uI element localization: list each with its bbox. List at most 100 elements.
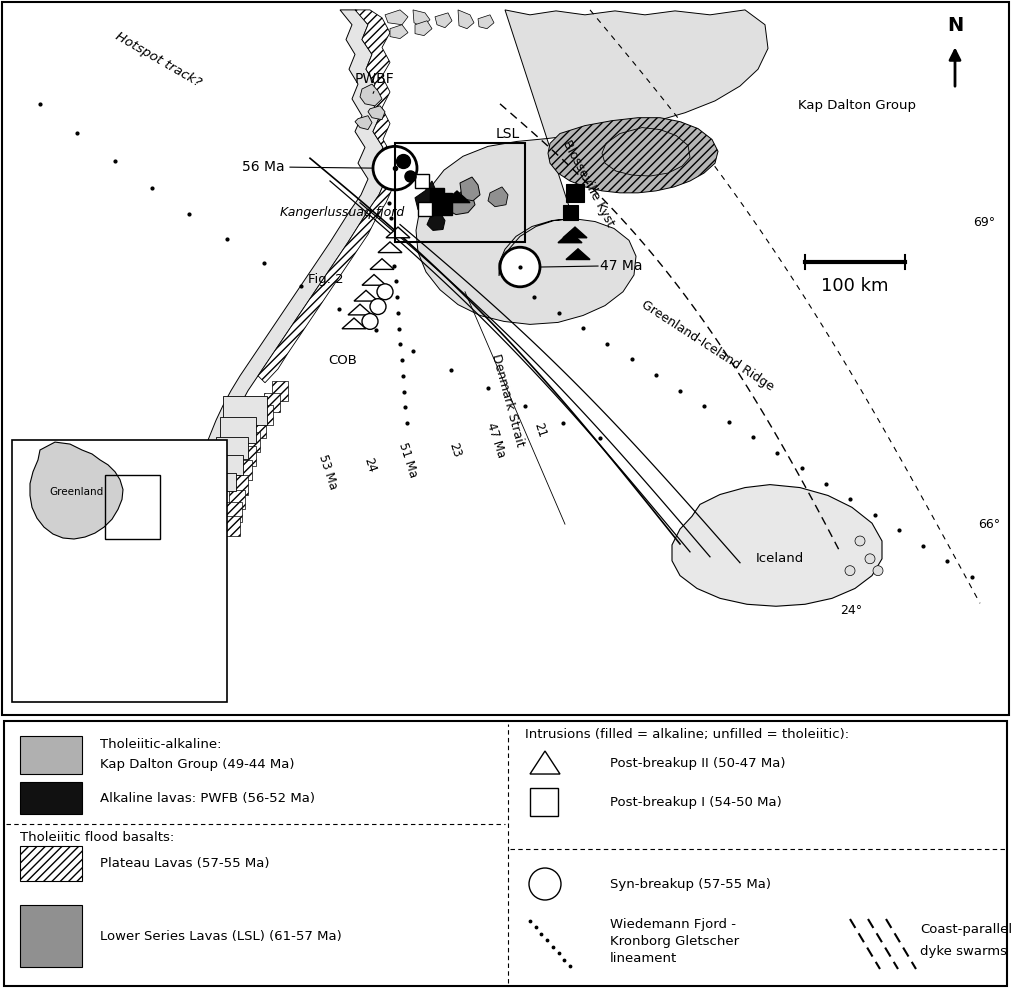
Text: Tholeiitic-alkaline:: Tholeiitic-alkaline: xyxy=(100,738,221,751)
Polygon shape xyxy=(530,751,560,774)
Circle shape xyxy=(865,554,875,564)
Circle shape xyxy=(845,566,855,576)
Text: Intrusions (filled = alkaline; unfilled = tholeiitic):: Intrusions (filled = alkaline; unfilled … xyxy=(525,728,849,741)
Text: Fig. 2: Fig. 2 xyxy=(308,273,344,287)
Polygon shape xyxy=(223,396,267,425)
Polygon shape xyxy=(258,10,393,383)
Polygon shape xyxy=(30,442,123,539)
Polygon shape xyxy=(488,187,508,207)
Polygon shape xyxy=(460,177,480,201)
Polygon shape xyxy=(548,118,718,193)
Polygon shape xyxy=(672,485,882,606)
Bar xyxy=(20,736,82,774)
Bar xyxy=(530,788,558,816)
Text: Lower Series Lavas (LSL) (61-57 Ma): Lower Series Lavas (LSL) (61-57 Ma) xyxy=(100,930,342,943)
Text: 23: 23 xyxy=(447,441,463,459)
Polygon shape xyxy=(386,227,410,237)
Text: Tholeiitic flood basalts:: Tholeiitic flood basalts: xyxy=(20,831,174,844)
Bar xyxy=(20,846,82,881)
Text: COB: COB xyxy=(328,354,357,368)
Circle shape xyxy=(373,146,417,190)
Polygon shape xyxy=(240,446,256,466)
Polygon shape xyxy=(226,502,242,522)
Text: 69°: 69° xyxy=(973,216,995,229)
Text: 24: 24 xyxy=(362,456,378,474)
Circle shape xyxy=(370,299,386,315)
Polygon shape xyxy=(342,318,366,328)
Polygon shape xyxy=(368,106,385,120)
Text: Greenland-Iceland Ridge: Greenland-Iceland Ridge xyxy=(639,299,776,394)
Polygon shape xyxy=(354,291,378,301)
Circle shape xyxy=(362,314,378,329)
Polygon shape xyxy=(244,432,260,452)
Polygon shape xyxy=(415,181,448,215)
Text: 47 Ma: 47 Ma xyxy=(484,421,508,459)
Text: Iceland: Iceland xyxy=(756,552,804,566)
Text: Post-breakup I (54-50 Ma): Post-breakup I (54-50 Ma) xyxy=(610,795,782,809)
Bar xyxy=(105,475,160,539)
Polygon shape xyxy=(444,191,470,203)
Text: 24°: 24° xyxy=(840,603,862,617)
Polygon shape xyxy=(458,10,474,29)
Polygon shape xyxy=(229,490,245,509)
Polygon shape xyxy=(563,227,587,237)
Polygon shape xyxy=(566,249,590,259)
Text: Plateau Lavas (57-55 Ma): Plateau Lavas (57-55 Ma) xyxy=(100,856,270,869)
Polygon shape xyxy=(348,305,372,315)
Text: Syn-breakup (57-55 Ma): Syn-breakup (57-55 Ma) xyxy=(610,877,771,890)
Polygon shape xyxy=(447,188,475,215)
Text: 21: 21 xyxy=(532,421,549,439)
Polygon shape xyxy=(416,10,768,324)
Polygon shape xyxy=(264,393,280,412)
Polygon shape xyxy=(362,275,386,285)
Polygon shape xyxy=(370,259,394,269)
Polygon shape xyxy=(390,25,408,39)
Text: LSL: LSL xyxy=(495,128,520,141)
Polygon shape xyxy=(250,418,266,438)
Text: Post-breakup II (50-47 Ma): Post-breakup II (50-47 Ma) xyxy=(610,757,786,769)
Polygon shape xyxy=(435,13,452,28)
Polygon shape xyxy=(378,242,402,252)
Polygon shape xyxy=(415,21,432,36)
Polygon shape xyxy=(236,460,252,480)
Polygon shape xyxy=(272,381,288,401)
Polygon shape xyxy=(232,475,248,494)
Text: Kangerlussuaq fjord: Kangerlussuaq fjord xyxy=(280,206,404,220)
Text: Hotspot track?: Hotspot track? xyxy=(113,30,203,89)
Bar xyxy=(415,174,429,188)
Text: dyke swarms: dyke swarms xyxy=(920,944,1007,957)
Text: 51 Ma: 51 Ma xyxy=(396,441,420,479)
Polygon shape xyxy=(185,10,386,539)
Text: Kronborg Gletscher: Kronborg Gletscher xyxy=(610,935,739,947)
Text: Alkaline lavas: PWFB (56-52 Ma): Alkaline lavas: PWFB (56-52 Ma) xyxy=(100,791,315,804)
Text: 47 Ma: 47 Ma xyxy=(600,259,643,273)
Polygon shape xyxy=(213,455,243,475)
Polygon shape xyxy=(602,128,690,176)
Polygon shape xyxy=(220,417,256,443)
Bar xyxy=(430,188,444,202)
Polygon shape xyxy=(427,213,445,230)
Bar xyxy=(562,205,577,221)
Polygon shape xyxy=(430,193,452,215)
Bar xyxy=(20,905,82,967)
Polygon shape xyxy=(385,10,408,25)
Bar xyxy=(395,143,525,242)
Text: PWBF: PWBF xyxy=(355,72,395,86)
Polygon shape xyxy=(224,516,240,536)
Bar xyxy=(20,782,82,814)
Text: 66°: 66° xyxy=(978,517,1000,531)
Circle shape xyxy=(500,247,540,287)
Text: N: N xyxy=(947,16,963,35)
Circle shape xyxy=(874,566,883,576)
Text: Blosseville Kyst: Blosseville Kyst xyxy=(560,137,617,228)
Text: lineament: lineament xyxy=(610,951,677,964)
Text: 56 Ma: 56 Ma xyxy=(243,160,285,174)
Text: 53 Ma: 53 Ma xyxy=(316,453,340,491)
Text: 100 km: 100 km xyxy=(821,277,889,295)
Text: Kap Dalton Group (49-44 Ma): Kap Dalton Group (49-44 Ma) xyxy=(100,758,294,770)
Bar xyxy=(566,184,584,202)
Bar xyxy=(12,440,227,702)
Circle shape xyxy=(377,284,393,300)
Polygon shape xyxy=(360,84,382,106)
Text: Coast-parallel: Coast-parallel xyxy=(920,923,1011,936)
